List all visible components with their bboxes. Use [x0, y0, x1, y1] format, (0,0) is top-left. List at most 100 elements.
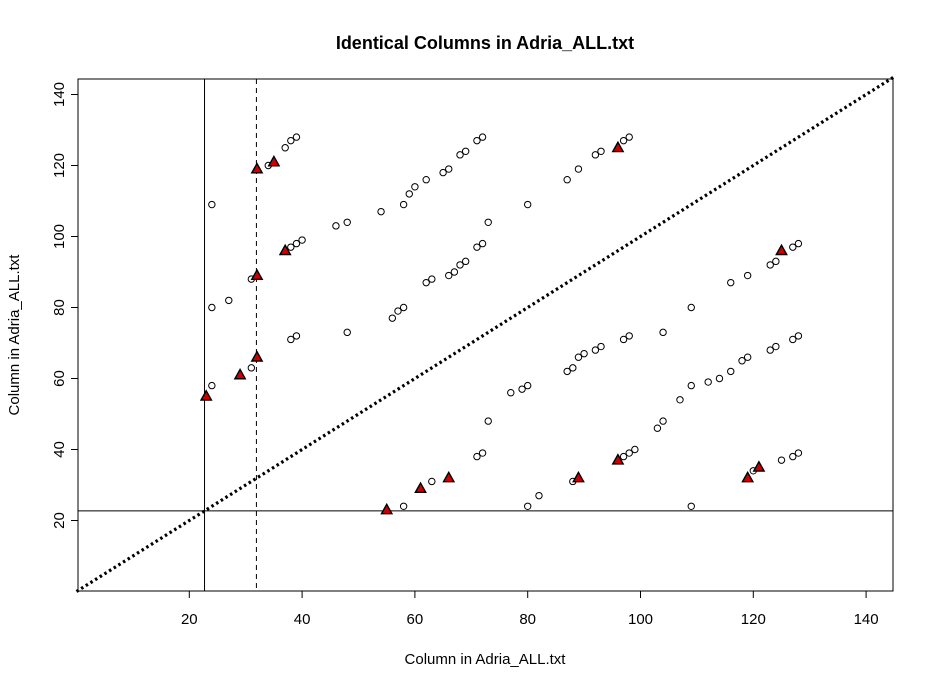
circle-point: [687, 303, 695, 312]
circle-point: [743, 271, 752, 280]
circle-point: [473, 452, 481, 461]
x-tick-label: 80: [519, 611, 536, 628]
triangle-point: [611, 140, 625, 153]
circle-point: [450, 268, 459, 276]
x-tick-label: 120: [741, 611, 766, 628]
circle-point: [399, 303, 408, 312]
circle-point: [287, 136, 295, 145]
circle-point: [715, 374, 724, 383]
triangle-point: [250, 162, 264, 174]
circle-point: [445, 165, 453, 173]
circle-point: [619, 452, 628, 461]
circle-point: [292, 133, 301, 141]
y-tick-label: 80: [51, 299, 68, 316]
circle-point: [399, 502, 408, 510]
circle-point: [777, 456, 786, 464]
triangle-point: [414, 481, 427, 494]
circle-point: [287, 243, 295, 251]
y-axis: 20 40 60 80 100 120 140: [51, 82, 78, 529]
circle-point: [727, 278, 735, 287]
circle-point: [687, 381, 695, 390]
circle-point: [794, 332, 803, 340]
triangle-point: [250, 350, 264, 362]
circle-point: [247, 364, 256, 372]
circle-point: [574, 165, 583, 173]
y-tick-label: 140: [51, 82, 68, 107]
circle-point: [653, 424, 662, 432]
circle-point: [597, 342, 605, 351]
circle-point: [394, 307, 402, 315]
circle-point: [631, 445, 639, 454]
circle-point: [535, 491, 543, 500]
circle-point: [625, 332, 633, 340]
triangle-point: [752, 460, 766, 472]
circle-point: [659, 328, 667, 337]
circle-point: [580, 349, 588, 358]
circle-point: [332, 222, 340, 230]
circle-point: [445, 271, 453, 280]
diagonal-reference-line: [75, 75, 896, 593]
circle-point: [659, 417, 667, 425]
circle-point: [789, 335, 797, 344]
y-axis-label: Column in Adria_ALL.txt: [6, 254, 23, 416]
circle-point: [743, 353, 752, 361]
circle-point: [563, 367, 571, 376]
circle-point: [292, 239, 301, 248]
circle-point: [563, 176, 571, 184]
circle-point: [507, 389, 515, 397]
circle-point: [794, 449, 803, 457]
y-tick-label: 40: [51, 441, 68, 458]
circle-point: [484, 218, 492, 227]
circle-point: [772, 257, 780, 266]
circle-point: [619, 335, 628, 344]
circle-point: [766, 346, 774, 354]
plot-frame: [77, 78, 894, 592]
circle-point: [281, 144, 289, 152]
circle-point: [456, 261, 464, 269]
triangle-point: [611, 453, 625, 465]
circle-point: [704, 378, 712, 386]
triangle-point: [250, 268, 264, 281]
circle-point: [518, 385, 526, 393]
circle-point: [789, 452, 797, 461]
x-axis-label: Column in Adria_ALL.txt: [405, 651, 567, 668]
circle-point: [208, 381, 216, 390]
x-tick-label: 20: [181, 611, 198, 628]
open-circle-points: [208, 133, 803, 510]
circle-point: [625, 133, 633, 141]
chart-title: Identical Columns in Adria_ALL.txt: [336, 33, 634, 53]
circle-point: [292, 332, 301, 340]
circle-point: [766, 261, 774, 269]
circle-point: [399, 200, 408, 209]
circle-point: [461, 147, 470, 156]
triangle-point: [572, 470, 585, 483]
circle-point: [461, 257, 470, 266]
circle-point: [619, 136, 628, 145]
circle-point: [478, 239, 487, 248]
circle-point: [687, 502, 695, 510]
circle-point: [473, 243, 481, 251]
circle-point: [208, 303, 216, 312]
circle-point: [388, 314, 397, 322]
triangle-point: [278, 243, 292, 256]
circle-point: [772, 342, 780, 351]
circle-point: [377, 207, 385, 216]
circle-point: [484, 417, 492, 425]
x-tick-label: 60: [407, 611, 424, 628]
y-tick-label: 100: [51, 224, 68, 249]
circle-point: [738, 357, 746, 365]
circle-point: [591, 151, 600, 159]
circle-point: [456, 151, 464, 159]
triangle-point: [380, 502, 394, 515]
circle-point: [225, 296, 233, 305]
circle-point: [473, 136, 481, 145]
circle-point: [298, 236, 306, 244]
y-tick-label: 20: [51, 512, 68, 529]
circle-point: [343, 328, 351, 337]
triangle-points: [199, 140, 788, 515]
circle-point: [524, 381, 532, 390]
x-tick-label: 100: [628, 611, 653, 628]
circle-point: [524, 502, 532, 510]
circle-point: [478, 133, 487, 141]
